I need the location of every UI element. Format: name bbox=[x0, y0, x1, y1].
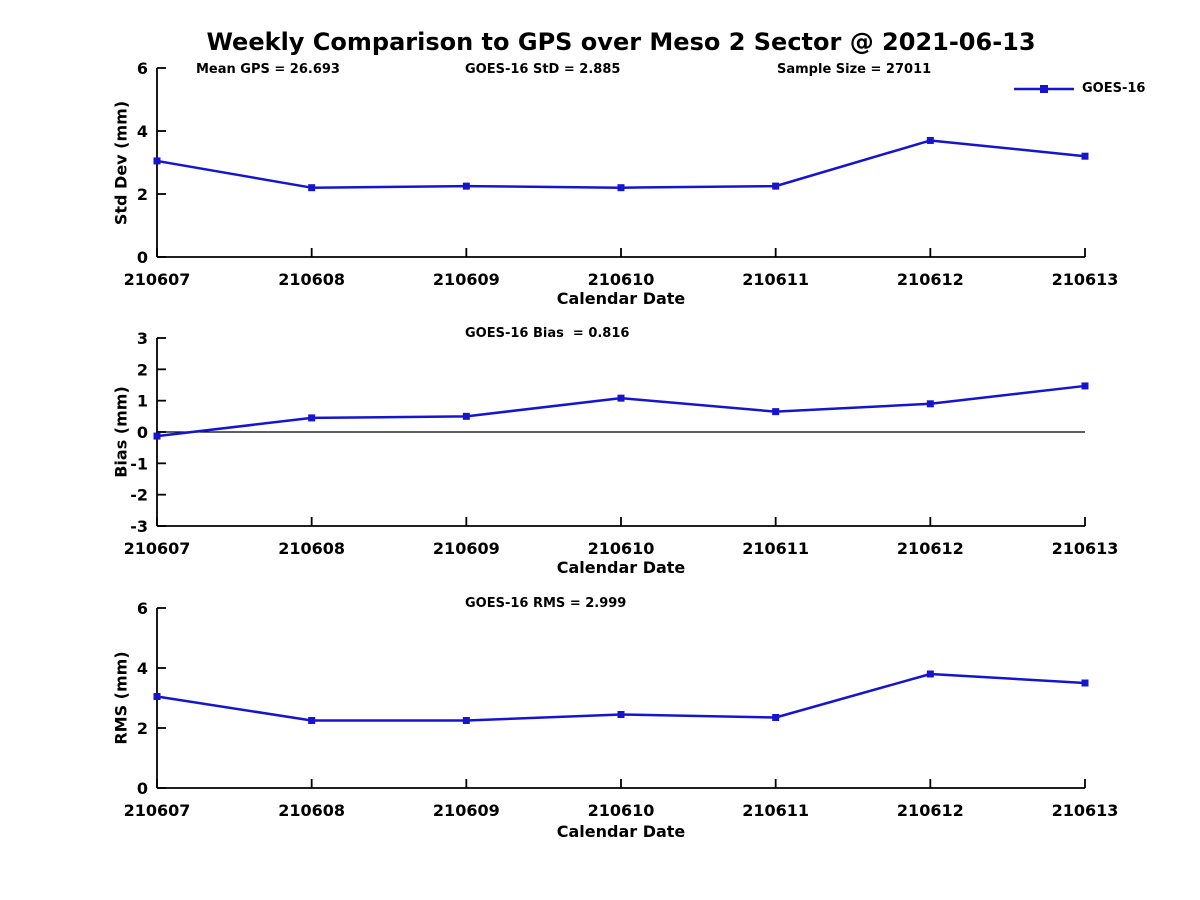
x-tick-label: 210609 bbox=[433, 801, 500, 820]
data-point-marker bbox=[308, 717, 316, 724]
x-tick-label: 210611 bbox=[742, 270, 809, 289]
data-point-marker bbox=[772, 714, 780, 721]
data-point-marker bbox=[772, 182, 780, 190]
y-tick-label: -2 bbox=[130, 486, 148, 505]
bias-chart-title: GOES-16 Bias = 0.816 bbox=[465, 326, 630, 341]
y-tick-label: 0 bbox=[137, 423, 148, 442]
stddev-x-axis-label: Calendar Date bbox=[556, 289, 686, 308]
bias-chart: -3 -2 -1 0 1 2 3 210607 210608 210609 210610 210611… bbox=[124, 329, 1119, 558]
data-point-marker bbox=[617, 394, 625, 402]
y-tick-label: 4 bbox=[137, 122, 148, 141]
x-tick-label: 210609 bbox=[433, 539, 500, 558]
x-tick-label: 210613 bbox=[1052, 801, 1119, 820]
x-tick-label: 210612 bbox=[897, 539, 964, 558]
data-point-marker bbox=[153, 693, 161, 700]
figure-title: Weekly Comparison to GPS over Meso 2 Sec… bbox=[206, 28, 1036, 56]
x-tick-label: 210612 bbox=[897, 801, 964, 820]
y-tick-label: 4 bbox=[137, 659, 148, 678]
legend-label: GOES-16 bbox=[1082, 81, 1146, 96]
y-tick-label: 2 bbox=[137, 360, 148, 379]
data-point-marker bbox=[1081, 679, 1089, 687]
x-tick-label: 210611 bbox=[742, 801, 809, 820]
bias-x-axis-label: Calendar Date bbox=[556, 558, 686, 577]
legend-line-marker-icon bbox=[1014, 84, 1074, 93]
data-point-marker bbox=[153, 157, 161, 165]
data-point-marker bbox=[617, 711, 625, 718]
y-tick-label: 2 bbox=[137, 719, 148, 738]
x-tick-label: 210607 bbox=[124, 539, 191, 558]
data-point-marker bbox=[153, 432, 161, 440]
x-tick-label: 210612 bbox=[897, 270, 964, 289]
x-tick-label: 210613 bbox=[1052, 539, 1119, 558]
x-tick-label: 210607 bbox=[124, 801, 191, 820]
x-tick-label: 210610 bbox=[588, 801, 655, 820]
x-tick-label: 210610 bbox=[588, 270, 655, 289]
y-tick-label: 0 bbox=[137, 779, 148, 798]
annotation-sample-size: Sample Size = 27011 bbox=[777, 62, 932, 77]
y-tick-label: 3 bbox=[137, 329, 148, 348]
y-tick-label: 2 bbox=[137, 185, 148, 204]
data-point-marker bbox=[772, 408, 780, 416]
y-tick-label: 0 bbox=[137, 248, 148, 267]
data-point-marker bbox=[926, 400, 934, 408]
legend: GOES-16 bbox=[1013, 81, 1145, 96]
data-point-marker bbox=[308, 184, 316, 192]
std-dev-chart: 0 2 4 6 210607 210608 210609 210610 210611 210612… bbox=[124, 59, 1119, 289]
rms-x-axis-label: Calendar Date bbox=[556, 822, 686, 841]
rms-chart: 0 2 4 6 210607 210608 210609 210610 210611 210612… bbox=[124, 599, 1119, 820]
series-line bbox=[156, 139, 1086, 189]
y-tick-label: 1 bbox=[137, 392, 148, 411]
data-point-marker bbox=[617, 184, 625, 192]
data-point-marker bbox=[1081, 382, 1089, 390]
data-point-marker bbox=[1081, 152, 1089, 160]
rms-chart-title: GOES-16 RMS = 2.999 bbox=[465, 596, 627, 611]
data-point-marker bbox=[308, 414, 316, 422]
y-tick-label: -3 bbox=[130, 517, 148, 536]
annotation-mean-gps: Mean GPS = 26.693 bbox=[196, 62, 340, 77]
x-tick-label: 210609 bbox=[433, 270, 500, 289]
data-point-marker bbox=[926, 670, 934, 678]
series-line bbox=[156, 384, 1086, 438]
x-tick-label: 210607 bbox=[124, 270, 191, 289]
data-point-marker bbox=[462, 717, 470, 724]
annotation-goes16-std: GOES-16 StD = 2.885 bbox=[465, 62, 621, 77]
y-tick-label: 6 bbox=[137, 599, 148, 618]
y-tick-label: -1 bbox=[130, 454, 148, 473]
x-tick-label: 210608 bbox=[278, 270, 345, 289]
data-point-marker bbox=[462, 412, 470, 420]
x-tick-label: 210608 bbox=[278, 539, 345, 558]
data-point-marker bbox=[462, 182, 470, 190]
y-tick-label: 6 bbox=[137, 59, 148, 78]
data-point-marker bbox=[926, 136, 934, 144]
x-tick-label: 210611 bbox=[742, 539, 809, 558]
x-tick-label: 210610 bbox=[588, 539, 655, 558]
x-tick-label: 210613 bbox=[1052, 270, 1119, 289]
x-tick-label: 210608 bbox=[278, 801, 345, 820]
